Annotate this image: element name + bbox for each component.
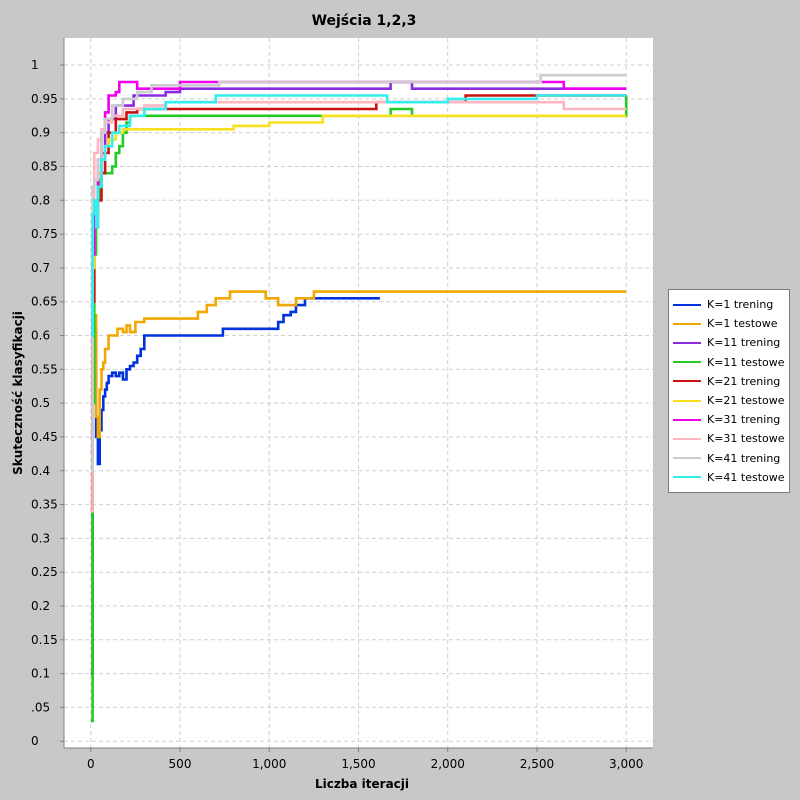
y-tick-label: 0.8 <box>31 193 50 207</box>
chart-title: Wejścia 1,2,3 <box>312 13 417 29</box>
legend-label: K=41 trening <box>707 451 781 465</box>
y-tick-label: 0.35 <box>31 498 58 512</box>
legend-label: K=31 trening <box>707 413 781 427</box>
x-tick-label: 1,000 <box>252 757 286 771</box>
series-line-1 <box>90 290 627 506</box>
y-tick-label: 0 <box>31 734 39 748</box>
y-tick-label: 0.6 <box>31 329 50 343</box>
legend-label: K=31 testowe <box>707 432 785 446</box>
y-tick-label: 0.4 <box>31 464 50 478</box>
legend-item: K=21 trening <box>673 372 785 391</box>
legend-item: K=1 trening <box>673 295 785 314</box>
gridlines <box>64 38 653 748</box>
x-tick-label: 0 <box>87 757 95 771</box>
series-line-0 <box>90 297 380 675</box>
y-tick-label: 0.25 <box>31 565 58 579</box>
y-tick-label: 0.75 <box>31 227 58 241</box>
legend-label: K=11 trening <box>707 336 781 350</box>
y-tick-label: 0.5 <box>31 396 50 410</box>
legend-label: K=41 testowe <box>707 470 785 484</box>
legend-item: K=41 trening <box>673 449 785 468</box>
legend-swatch <box>673 437 701 440</box>
y-tick-label: .05 <box>31 700 50 714</box>
legend-swatch <box>673 457 701 460</box>
legend-label: K=11 testowe <box>707 355 785 369</box>
series-line-7 <box>90 100 627 513</box>
series-line-9 <box>90 94 627 337</box>
y-tick-label: 0.3 <box>31 531 50 545</box>
y-tick-label: 0.45 <box>31 430 58 444</box>
y-tick-label: 0.95 <box>31 92 58 106</box>
legend-swatch <box>673 303 701 306</box>
legend-label: K=21 trening <box>707 374 781 388</box>
y-tick-label: 1 <box>31 58 39 72</box>
y-tick-label: 0.2 <box>31 599 50 613</box>
x-tick-label: 3,000 <box>609 757 643 771</box>
y-tick-label: 0.1 <box>31 667 50 681</box>
legend-swatch <box>673 399 701 402</box>
legend-label: K=1 trening <box>707 298 774 312</box>
x-tick-label: 2,000 <box>431 757 465 771</box>
legend-item: K=1 testowe <box>673 314 785 333</box>
y-axis-label: Skuteczność klasyfikacji <box>11 311 25 475</box>
legend-item: K=41 testowe <box>673 468 785 487</box>
y-tick-label: 0.9 <box>31 126 50 140</box>
legend-item: K=11 testowe <box>673 353 785 372</box>
legend-item: K=21 testowe <box>673 391 785 410</box>
axes: 0 .05 0.1 0.15 0.2 0.25 0.3 0.35 0.4 0.45 0.5 0.55 0… <box>31 38 653 771</box>
legend-swatch <box>673 361 701 364</box>
y-tick-label: 0.7 <box>31 261 50 275</box>
y-tick-label: 0.55 <box>31 362 58 376</box>
legend-item: K=31 trening <box>673 410 785 429</box>
x-tick-label: 1,500 <box>341 757 375 771</box>
legend-swatch <box>673 341 701 344</box>
legend-item: K=11 trening <box>673 333 785 352</box>
y-tick-label: 0.15 <box>31 633 58 647</box>
x-tick-label: 500 <box>169 757 192 771</box>
legend-swatch <box>673 476 701 479</box>
legend-label: K=1 testowe <box>707 317 778 331</box>
x-tick-label: 2,500 <box>520 757 554 771</box>
series-line-8 <box>90 73 627 473</box>
series-layer <box>90 73 628 723</box>
legend-label: K=21 testowe <box>707 394 785 408</box>
legend-item: K=31 testowe <box>673 429 785 448</box>
y-tick-label: 0.65 <box>31 295 58 309</box>
legend-swatch <box>673 418 701 421</box>
legend-swatch <box>673 322 701 325</box>
legend-swatch <box>673 380 701 383</box>
legend: K=1 trening K=1 testowe K=11 trening K=11 t… <box>668 289 790 493</box>
x-axis-label: Liczba iteracji <box>315 777 409 791</box>
y-tick-label: 0.85 <box>31 159 58 173</box>
